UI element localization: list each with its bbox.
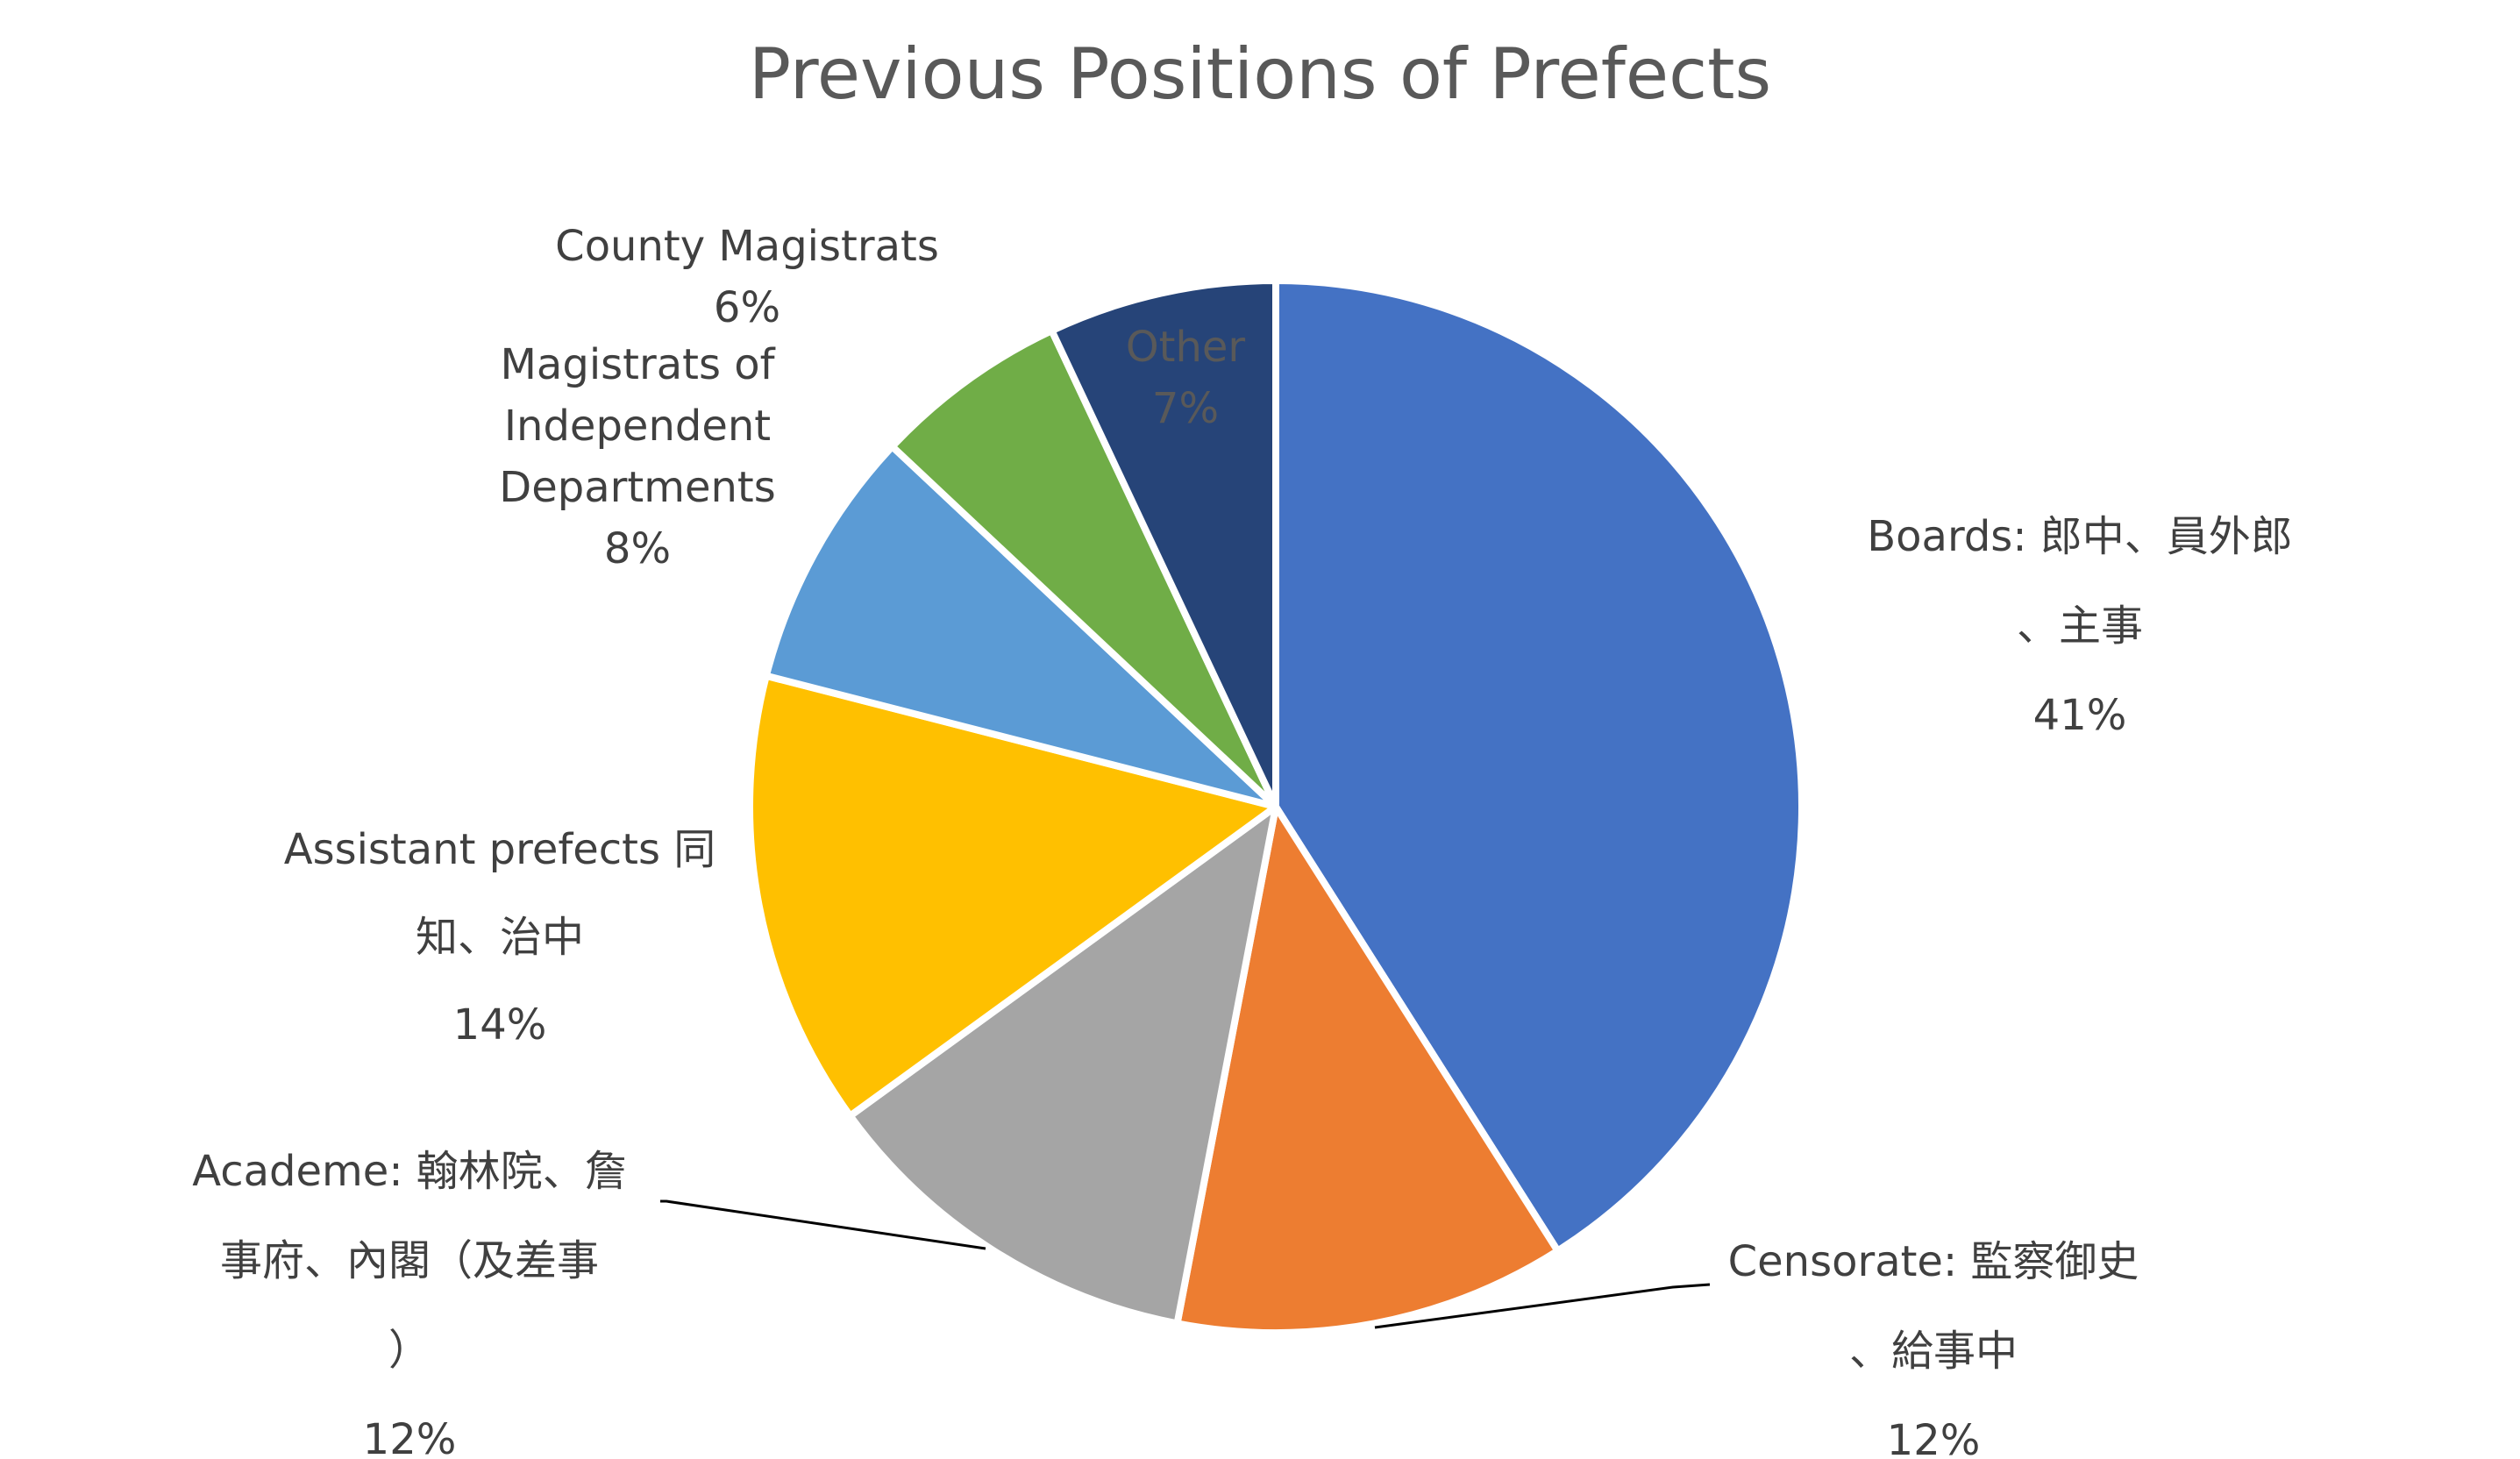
slice-label-line: 、主事 (2017, 601, 2143, 651)
pie-slice (888, 327, 1279, 810)
slice-label: Assistant prefects 同知、治中 14% (284, 825, 716, 1050)
slice-label-line: Independent (504, 402, 771, 451)
slice-label-line: Boards: 郎中、員外郎 (1867, 512, 2293, 561)
pie-slice (846, 803, 1279, 1327)
chart-title: Previous Positions of Prefects (749, 33, 1771, 115)
slice-label: Censorate: 監察御史、給事中 12% (1728, 1237, 2139, 1459)
slice-label: Boards: 郎中、員外郎、主事 41% (1867, 512, 2293, 740)
leader-line (660, 1199, 986, 1250)
pie-slice (1048, 277, 1279, 810)
slice-label: Other 7% (1126, 323, 1246, 433)
slice-label-line: 事府、內閣（及差事 (220, 1236, 599, 1285)
slice-labels: Boards: 郎中、員外郎、主事 41% Censorate: 監察御史、給事中 1… (192, 222, 2293, 1459)
slice-label-line: ） (388, 1326, 431, 1375)
slice-percent: 7% (1152, 384, 1219, 433)
slice-label: Magistrats of Independent Departments 8% (499, 340, 775, 573)
slice-label: Academe: 翰林院、詹事府、內閣（及差事 ） 12% (192, 1147, 627, 1459)
slice-percent: 8% (604, 524, 671, 573)
slice-percent: 6% (714, 283, 780, 332)
leader-lines (660, 1199, 1711, 1329)
pie-slice (1173, 803, 1562, 1336)
slice-label-line: County Magistrats (555, 222, 939, 271)
slice-label-line: 知、治中 (416, 913, 584, 962)
pie-slices (746, 277, 1805, 1336)
pie-slice (746, 672, 1279, 1120)
slice-label-line: Magistrats of (501, 340, 776, 389)
slice-label-line: 、給事中 (1849, 1327, 2018, 1376)
leader-line (1374, 1283, 1711, 1329)
slice-label-line: Assistant prefects 同 (284, 825, 716, 874)
slice-percent: 12% (363, 1415, 457, 1459)
slice-percent: 12% (1887, 1416, 1981, 1459)
pie-slice (762, 443, 1279, 810)
slice-label-line: Censorate: 監察御史 (1728, 1237, 2139, 1286)
slice-label: County Magistrats 6% (555, 222, 939, 332)
slice-label-line: Departments (499, 463, 775, 512)
slice-percent: 41% (2033, 691, 2127, 740)
slice-label-line: Other (1126, 323, 1246, 372)
slice-percent: 14% (453, 1000, 547, 1050)
slice-label-line: Academe: 翰林院、詹 (192, 1147, 627, 1196)
